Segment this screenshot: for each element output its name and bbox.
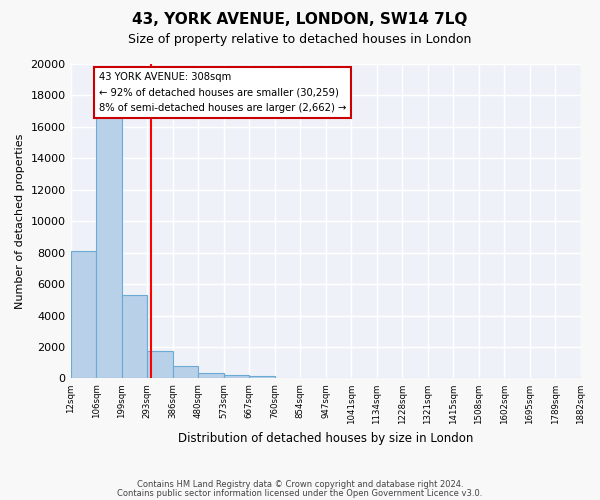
Text: 43, YORK AVENUE, LONDON, SW14 7LQ: 43, YORK AVENUE, LONDON, SW14 7LQ [133,12,467,28]
Bar [96,118,122,378]
Text: Contains HM Land Registry data © Crown copyright and database right 2024.: Contains HM Land Registry data © Crown c… [137,480,463,489]
Text: Contains public sector information licensed under the Open Government Licence v3: Contains public sector information licen… [118,489,482,498]
Text: 43 YORK AVENUE: 308sqm
← 92% of detached houses are smaller (30,259)
8% of semi-: 43 YORK AVENUE: 308sqm ← 92% of detached… [98,72,346,113]
Bar [198,374,224,378]
X-axis label: Distribution of detached houses by size in London: Distribution of detached houses by size … [178,432,473,445]
Bar [71,251,96,378]
Bar [173,366,198,378]
Bar [122,295,147,378]
Bar [147,351,173,378]
Text: Size of property relative to detached houses in London: Size of property relative to detached ho… [128,32,472,46]
Bar [224,376,249,378]
Y-axis label: Number of detached properties: Number of detached properties [15,134,25,309]
Bar [249,376,275,378]
